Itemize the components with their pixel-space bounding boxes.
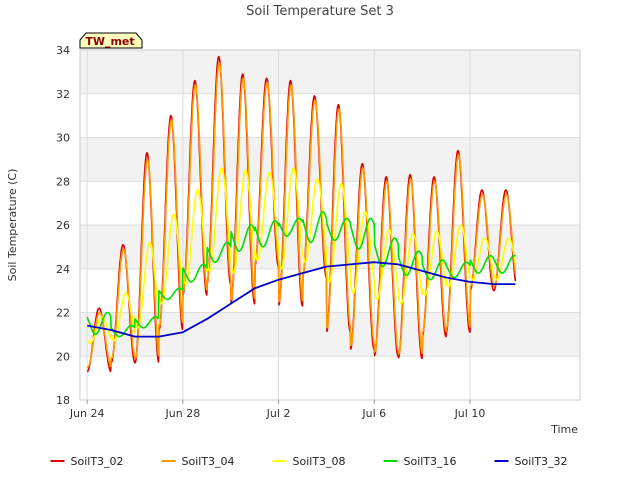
y-tick-label: 30 — [56, 132, 70, 145]
y-tick-label: 34 — [56, 44, 70, 57]
x-tick-label: Jul 6 — [361, 407, 386, 420]
plot-band — [80, 312, 580, 357]
plot-band — [80, 181, 580, 225]
x-axis-title: Time — [550, 423, 578, 436]
x-tick-label: Jul 10 — [454, 407, 486, 420]
badge-label: TW_met — [85, 35, 134, 48]
y-tick-label: 20 — [56, 350, 70, 363]
x-tick-label: Jul 2 — [266, 407, 291, 420]
series-line-soilt3_02 — [86, 55, 517, 373]
y-tick-label: 18 — [56, 394, 70, 407]
chart-title: Soil Temperature Set 3 — [246, 4, 394, 19]
legend-label-soilt3_08: SoilT3_08 — [293, 455, 346, 468]
legend: SoilT3_02 SoilT3_04 SoilT3_08 SoilT3_16 Soil… — [50, 455, 568, 468]
y-axis-ticks: 18 20 22 24 26 28 30 32 34 — [56, 44, 70, 407]
x-axis-ticks: Jun 24 Jun 28 Jul 2 Jul 6 Jul 10 — [69, 400, 486, 420]
legend-label-soilt3_16: SoilT3_16 — [404, 455, 457, 468]
x-tick-label: Jun 24 — [69, 407, 105, 420]
y-tick-label: 22 — [56, 307, 70, 320]
x-tick-label: Jun 28 — [165, 407, 201, 420]
y-tick-label: 24 — [56, 263, 70, 276]
badge-shape — [79, 32, 143, 49]
plot-band — [80, 356, 580, 400]
series-line-soilt3_04 — [86, 62, 517, 368]
y-tick-label: 28 — [56, 175, 70, 188]
plot-band — [80, 93, 580, 138]
legend-label-soilt3_32: SoilT3_32 — [515, 455, 568, 468]
plot-band — [80, 50, 580, 94]
legend-label-soilt3_04: SoilT3_04 — [182, 455, 235, 468]
series-lines — [86, 55, 517, 373]
station-badge: TW_met — [79, 32, 143, 49]
legend-label-soilt3_02: SoilT3_02 — [71, 455, 124, 468]
y-axis-title: Soil Temperature (C) — [6, 169, 19, 282]
plot-frame — [79, 49, 581, 401]
series-line-soilt3_32 — [87, 261, 516, 338]
plot-band — [80, 137, 580, 182]
y-tick-label: 26 — [56, 219, 70, 232]
series-line-soilt3_16 — [86, 211, 516, 338]
y-tick-label: 32 — [56, 88, 70, 101]
